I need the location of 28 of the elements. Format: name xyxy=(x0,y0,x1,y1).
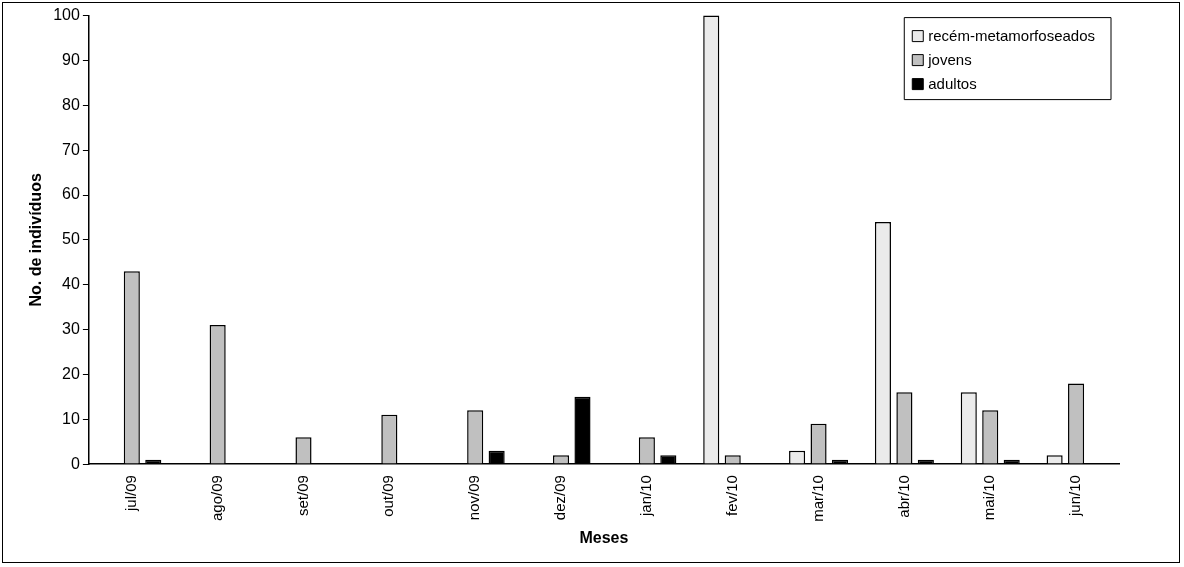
x-tick-label: mar/10 xyxy=(808,475,826,522)
legend-label: recém-metamorfoseados xyxy=(928,26,1096,44)
y-tick-label: 80 xyxy=(62,95,80,113)
y-tick-label: 100 xyxy=(53,6,80,24)
y-tick-label: 40 xyxy=(62,275,80,293)
legend-label: jovens xyxy=(927,50,972,68)
x-tick-label: nov/09 xyxy=(465,475,483,521)
x-tick-label: jun/10 xyxy=(1066,475,1084,517)
x-tick-label: abr/10 xyxy=(894,475,912,518)
y-axis-title: No. de indivíduos xyxy=(27,173,45,307)
y-tick-label: 70 xyxy=(62,140,80,158)
x-tick-label: jan/10 xyxy=(637,475,655,517)
y-tick-label: 50 xyxy=(62,230,80,248)
legend-label: adultos xyxy=(928,74,977,92)
x-tick-label: set/09 xyxy=(293,475,311,516)
x-tick-label: jul/09 xyxy=(121,475,139,512)
y-tick-label: 20 xyxy=(62,364,80,382)
y-tick-label: 0 xyxy=(70,454,80,472)
y-tick-label: 90 xyxy=(62,50,80,68)
x-tick-label: mai/10 xyxy=(980,475,998,521)
x-tick-label: out/09 xyxy=(379,475,397,517)
x-tick-label: dez/09 xyxy=(551,475,569,521)
y-tick-label: 30 xyxy=(62,319,80,337)
x-axis-title: Meses xyxy=(579,528,629,546)
x-tick-label: ago/09 xyxy=(207,475,225,522)
y-tick-label: 60 xyxy=(62,185,80,203)
x-tick-label: fev/10 xyxy=(722,475,740,516)
y-tick-label: 10 xyxy=(62,409,80,427)
